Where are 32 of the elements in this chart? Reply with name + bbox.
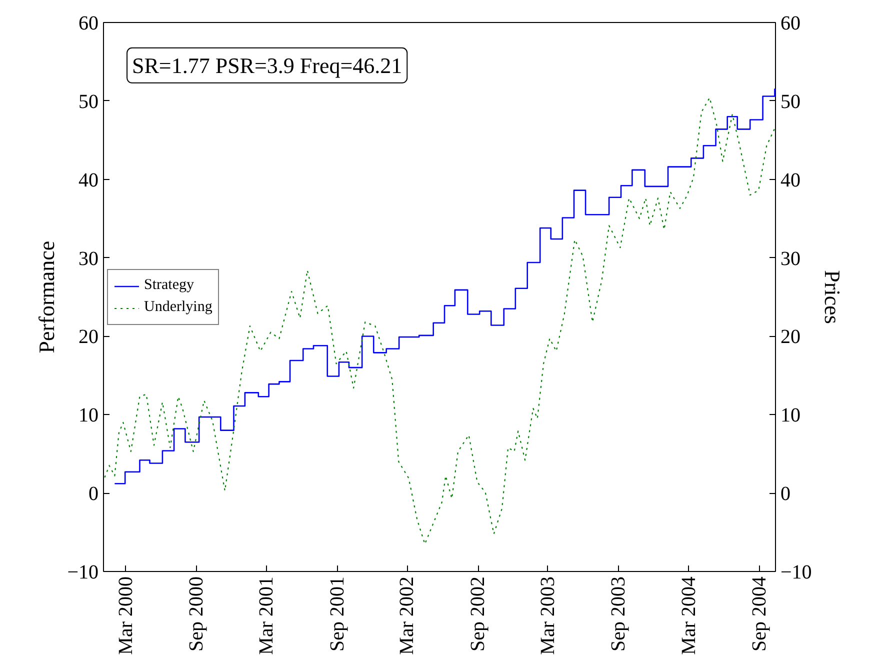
y-tick-label: 10 (78, 404, 98, 427)
x-tick-label: Mar 2001 (255, 576, 278, 655)
y-tick-label: 30 (78, 248, 98, 270)
legend-label: Underlying (144, 299, 212, 316)
y-tick-label: 60 (78, 12, 98, 34)
y-tick-label: 20 (78, 326, 98, 348)
y2-tick-label: 60 (780, 12, 800, 34)
x-tick-label: Mar 2004 (678, 576, 700, 655)
y2-tick-label: 10 (780, 404, 800, 427)
y2-axis-title: Prices (820, 270, 845, 324)
y2-tick-label: 50 (780, 90, 800, 113)
y-tick-label: −10 (67, 562, 98, 584)
y-tick-label: 50 (78, 90, 98, 113)
x-tick-label: Sep 2002 (467, 576, 490, 652)
x-tick-label: Sep 2000 (186, 576, 208, 652)
x-tick-label: Mar 2003 (536, 576, 559, 655)
x-tick-label: Sep 2003 (608, 576, 630, 652)
y-tick-label: 40 (78, 169, 98, 192)
y2-tick-label: −10 (780, 562, 812, 584)
y2-tick-label: 0 (780, 483, 790, 506)
y2-tick-label: 40 (780, 169, 800, 192)
x-tick-label: Mar 2000 (114, 576, 137, 655)
y2-tick-label: 20 (780, 326, 800, 348)
y-axis-title: Performance (34, 240, 60, 354)
y2-tick-label: 30 (780, 248, 800, 270)
x-tick-label: Mar 2002 (396, 576, 418, 655)
x-tick-label: Sep 2004 (748, 576, 771, 652)
line-series (104, 97, 776, 545)
y-tick-label: 0 (88, 483, 98, 506)
x-tick-label: Sep 2001 (326, 576, 348, 652)
legend-label: Strategy (144, 277, 194, 294)
annotation: SR=1.77 PSR=3.9 Freq=46.21 (132, 52, 402, 78)
